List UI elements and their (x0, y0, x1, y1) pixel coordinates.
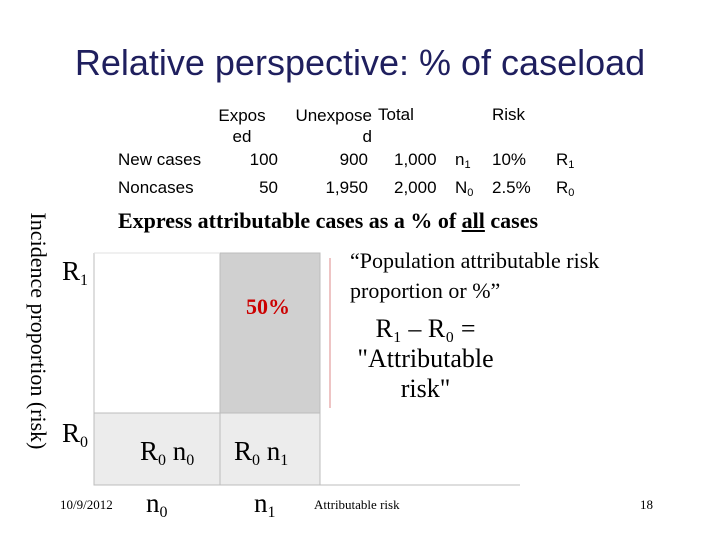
cell-new-symbol: n1 (455, 150, 471, 171)
cell-non-total: 2,000 (394, 178, 437, 197)
header-unexposed: Unexpose d (295, 106, 372, 146)
label-r0: R0 (62, 418, 89, 451)
footer-date: 10/9/2012 (60, 497, 113, 512)
header-risk: Risk (492, 105, 526, 124)
header-total: Total (378, 105, 414, 124)
par-text: “Population attributable risk proportion… (350, 248, 600, 303)
cell-new-risk: 10% (492, 150, 527, 169)
cell-new-unexposed: 900 (339, 150, 368, 169)
equation-line-1: R₁ – R₀ = (375, 314, 476, 343)
cell-non-risk-symbol: R0 (556, 178, 575, 199)
equation-line-2: "Attributable (357, 344, 494, 373)
label-r0n0: R0 n0 (140, 436, 195, 469)
page-number: 18 (640, 497, 653, 512)
cell-non-exposed: 50 (259, 178, 278, 197)
equation-line-3: risk" (400, 374, 451, 403)
label-r0n1: R0 n1 (234, 436, 289, 469)
region-r0-n1 (219, 412, 321, 486)
cell-new-risk-symbol: R1 (556, 150, 575, 171)
header-exposed: Expos ed (218, 106, 266, 146)
slide-title: Relative perspective: % of caseload (74, 42, 646, 83)
region-r0-n0 (93, 412, 221, 486)
cell-new-total: 1,000 (394, 150, 437, 169)
cell-non-risk: 2.5% (492, 178, 531, 197)
express-heading: Express attributable cases as a % of all… (118, 208, 539, 233)
label-r1: R1 (62, 256, 89, 289)
label-n0: n0 (146, 488, 168, 521)
attributable-risk-equation: R₁ – R₀ = "Attributable risk" (338, 314, 513, 404)
row-label-noncases: Noncases (118, 178, 194, 197)
data-table: Expos ed Unexpose d Total Risk New cases 1… (0, 0, 720, 200)
region-attributable (219, 252, 321, 414)
row-label-new-cases: New cases (118, 150, 202, 169)
label-n1: n1 (254, 488, 276, 521)
percent-label: 50% (246, 294, 290, 319)
footer-title: Attributable risk (314, 497, 400, 512)
cell-new-exposed: 100 (249, 150, 278, 169)
cell-non-symbol: N0 (455, 178, 474, 199)
cell-non-unexposed: 1,950 (325, 178, 368, 197)
